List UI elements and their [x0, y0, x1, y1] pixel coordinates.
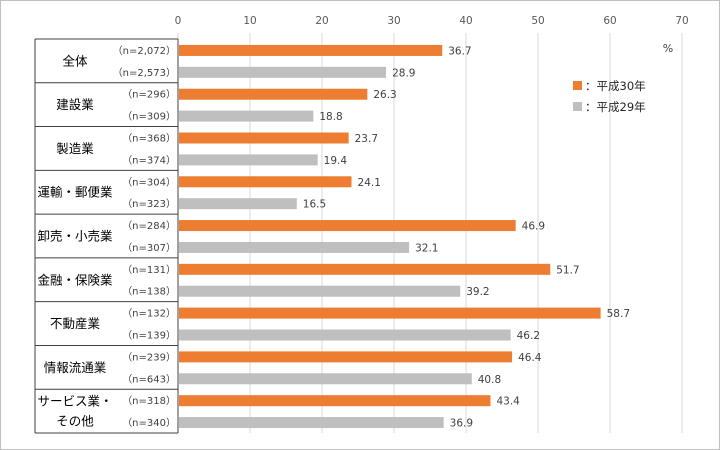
- x-tick-label: 10: [243, 15, 256, 27]
- bar-heisei30: [179, 132, 349, 144]
- bar-heisei29: [179, 417, 444, 429]
- sample-size-label: （n=139）: [122, 330, 176, 342]
- x-tick-label: 60: [603, 15, 616, 27]
- bar-heisei29: [179, 110, 314, 122]
- bar-heisei30: [179, 220, 516, 232]
- bar-heisei30: [179, 176, 352, 188]
- sample-size-label: （n=304）: [122, 176, 176, 188]
- unit-label: %: [663, 42, 673, 55]
- sample-size-label: （n=132）: [122, 308, 176, 320]
- bar-heisei29: [179, 241, 410, 253]
- data-label: 46.9: [522, 221, 545, 233]
- bar-heisei29: [179, 154, 318, 166]
- bar-heisei29: [179, 373, 472, 385]
- category-label: その他: [56, 414, 94, 429]
- category-label: 建設業: [56, 97, 94, 112]
- bar-heisei30: [179, 307, 601, 319]
- bar-heisei29: [179, 198, 297, 210]
- sample-size-label: （n=318）: [122, 395, 176, 407]
- data-label: 46.4: [518, 352, 542, 364]
- category-label: 製造業: [56, 141, 94, 156]
- sample-size-label: （n=368）: [122, 133, 176, 145]
- category-label: 情報流通業: [44, 360, 107, 375]
- data-label: 36.9: [450, 418, 473, 430]
- x-tick-label: 70: [675, 15, 688, 27]
- data-label: 32.1: [415, 242, 438, 254]
- data-label: 28.9: [392, 67, 415, 79]
- data-label: 40.8: [478, 374, 501, 386]
- data-label: 58.7: [607, 308, 630, 320]
- category-label: 卸売・小売業: [37, 229, 113, 244]
- x-tick-label: 20: [315, 15, 328, 27]
- sample-size-label: （n=296）: [122, 89, 176, 101]
- sample-size-label: （n=2,072）: [113, 45, 176, 57]
- data-label: 26.3: [373, 89, 396, 101]
- bar-heisei29: [179, 329, 511, 341]
- category-label: サービス業・: [37, 394, 112, 409]
- bar-heisei30: [179, 263, 551, 275]
- bar-heisei30: [179, 88, 368, 100]
- legend-label: ：平成29年: [585, 100, 646, 114]
- sample-size-label: （n=131）: [122, 264, 176, 276]
- sample-size-label: （n=309）: [122, 111, 176, 123]
- sample-size-label: （n=307）: [122, 242, 176, 254]
- category-label: 運輸・郵便業: [37, 185, 113, 200]
- x-tick-label: 40: [459, 15, 472, 27]
- category-label: 金融・保険業: [37, 272, 113, 287]
- sample-size-label: （n=138）: [122, 286, 176, 298]
- x-tick-label: 0: [175, 15, 182, 27]
- data-label: 46.2: [517, 330, 540, 342]
- bar-heisei30: [179, 395, 491, 407]
- bar-heisei30: [179, 44, 443, 56]
- sample-size-label: （n=239）: [122, 351, 176, 363]
- x-tick-label: 30: [387, 15, 400, 27]
- sample-size-label: （n=643）: [122, 373, 176, 385]
- sample-size-label: （n=374）: [122, 154, 176, 166]
- bar-heisei29: [179, 66, 387, 78]
- data-label: 18.8: [319, 111, 342, 123]
- data-label: 39.2: [466, 286, 489, 298]
- data-label: 19.4: [324, 155, 348, 167]
- data-label: 16.5: [303, 199, 326, 211]
- bar-heisei30: [179, 351, 513, 363]
- legend-label: ：平成30年: [585, 79, 646, 93]
- data-label: 51.7: [556, 264, 579, 276]
- legend-swatch-heisei29: [573, 102, 582, 111]
- data-label: 43.4: [496, 396, 520, 408]
- sample-size-label: （n=340）: [122, 417, 176, 429]
- x-tick-label: 50: [531, 15, 544, 27]
- sample-size-label: （n=2,573）: [113, 67, 176, 79]
- data-label: 36.7: [448, 45, 471, 57]
- bar-heisei29: [179, 285, 461, 297]
- data-label: 24.1: [358, 177, 381, 189]
- data-label: 23.7: [355, 133, 378, 145]
- category-label: 全体: [62, 53, 88, 68]
- category-label: 不動産業: [50, 316, 101, 331]
- sample-size-label: （n=323）: [122, 198, 176, 210]
- legend-swatch-heisei30: [573, 81, 582, 90]
- sample-size-label: （n=284）: [122, 220, 176, 232]
